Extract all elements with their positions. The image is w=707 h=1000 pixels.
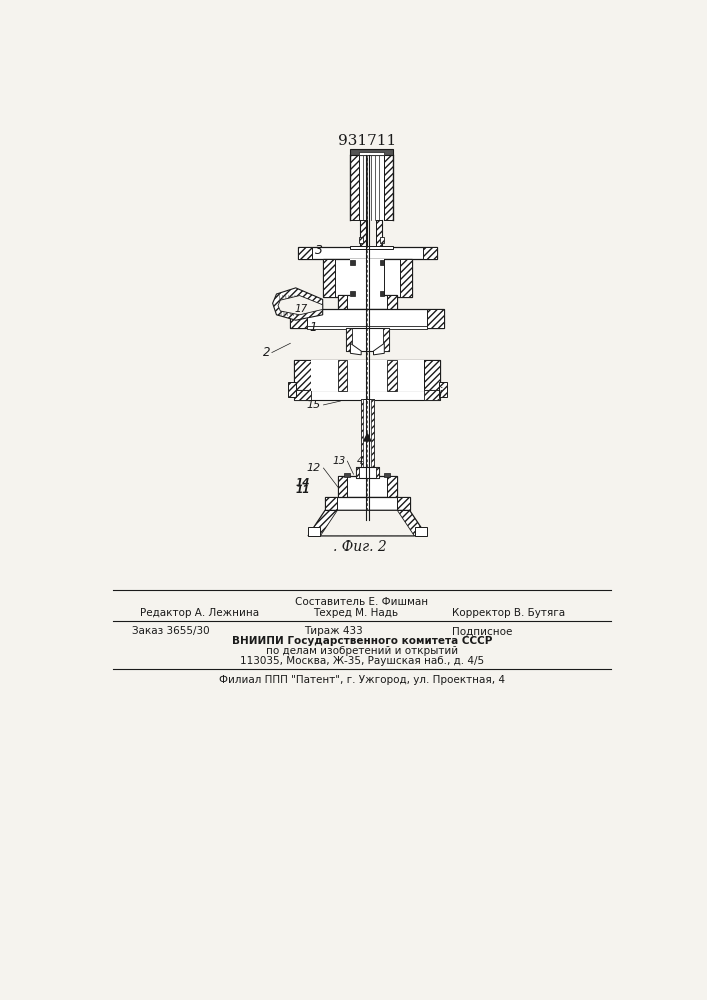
Bar bbox=[397, 497, 409, 510]
Bar bbox=[346, 328, 389, 351]
Wedge shape bbox=[350, 128, 393, 149]
Bar bbox=[294, 360, 440, 391]
Bar bbox=[371, 399, 373, 513]
Bar bbox=[308, 326, 428, 329]
Bar bbox=[322, 259, 412, 297]
Bar bbox=[387, 360, 397, 391]
Bar bbox=[350, 149, 393, 155]
Bar bbox=[359, 155, 383, 220]
Bar bbox=[361, 399, 363, 513]
Bar bbox=[383, 155, 393, 220]
Bar bbox=[350, 246, 393, 249]
Polygon shape bbox=[278, 296, 322, 315]
Bar bbox=[351, 291, 355, 296]
Bar bbox=[288, 382, 296, 397]
Bar bbox=[359, 152, 383, 155]
Bar bbox=[294, 389, 311, 400]
Bar bbox=[380, 291, 385, 296]
Bar bbox=[423, 360, 440, 391]
Bar bbox=[376, 467, 379, 478]
Bar bbox=[399, 259, 412, 297]
Text: Составитель Е. Фишман: Составитель Е. Фишман bbox=[296, 597, 428, 607]
Bar bbox=[344, 473, 351, 477]
Text: Редактор А. Лежнина: Редактор А. Лежнина bbox=[140, 608, 259, 618]
Bar bbox=[338, 476, 397, 497]
Bar bbox=[308, 527, 320, 536]
Bar bbox=[380, 260, 385, 265]
Text: 1: 1 bbox=[309, 321, 317, 334]
Text: j: j bbox=[438, 387, 442, 400]
Bar bbox=[415, 527, 426, 536]
Bar bbox=[311, 360, 423, 391]
Text: 13: 13 bbox=[332, 456, 346, 466]
Bar bbox=[387, 476, 397, 497]
Text: ВНИИПИ Государственного комитета СССР: ВНИИПИ Государственного комитета СССР bbox=[232, 636, 492, 646]
Text: 2: 2 bbox=[263, 346, 270, 359]
Bar bbox=[351, 259, 385, 297]
Bar bbox=[322, 259, 335, 297]
Bar bbox=[380, 237, 383, 243]
Polygon shape bbox=[373, 343, 385, 355]
Bar bbox=[346, 328, 352, 351]
Bar bbox=[338, 295, 347, 309]
Bar bbox=[291, 309, 444, 328]
Bar bbox=[359, 237, 363, 243]
Bar bbox=[385, 473, 390, 477]
Text: Тираж 433: Тираж 433 bbox=[304, 626, 363, 636]
Text: 931711: 931711 bbox=[338, 134, 397, 148]
Text: Корректор В. Бутяга: Корректор В. Бутяга bbox=[452, 608, 565, 618]
Bar bbox=[376, 220, 382, 247]
Bar bbox=[428, 309, 444, 328]
Bar bbox=[351, 260, 355, 265]
Bar bbox=[350, 155, 359, 220]
Text: Подписное: Подписное bbox=[452, 626, 513, 636]
Bar bbox=[325, 497, 409, 510]
Text: 14: 14 bbox=[295, 478, 310, 488]
Text: . Фиг. 2: . Фиг. 2 bbox=[333, 540, 387, 554]
Bar bbox=[298, 247, 312, 259]
Text: 113035, Москва, Ж-35, Раушская наб., д. 4/5: 113035, Москва, Ж-35, Раушская наб., д. … bbox=[240, 656, 484, 666]
Text: 12: 12 bbox=[307, 463, 321, 473]
Bar bbox=[361, 220, 366, 247]
Bar bbox=[356, 467, 379, 478]
Bar bbox=[356, 467, 359, 478]
Bar bbox=[338, 476, 347, 497]
Polygon shape bbox=[351, 343, 361, 355]
Bar bbox=[361, 399, 373, 513]
Bar bbox=[291, 309, 308, 328]
Text: 3: 3 bbox=[315, 244, 322, 257]
Bar bbox=[294, 360, 311, 391]
Text: 17: 17 bbox=[295, 304, 308, 314]
Polygon shape bbox=[320, 510, 414, 536]
Bar bbox=[338, 360, 347, 391]
Text: 15: 15 bbox=[307, 400, 321, 410]
Text: Заказ 3655/30: Заказ 3655/30 bbox=[132, 626, 210, 636]
Bar bbox=[387, 295, 397, 309]
Bar bbox=[338, 295, 397, 309]
Bar bbox=[439, 382, 447, 397]
Text: по делам изобретений и открытий: по делам изобретений и открытий bbox=[266, 646, 458, 656]
Text: Техред М. Надь: Техред М. Надь bbox=[313, 608, 399, 618]
Bar bbox=[423, 247, 437, 259]
Bar bbox=[325, 497, 337, 510]
Text: 4: 4 bbox=[356, 456, 363, 466]
Bar bbox=[382, 328, 389, 351]
Text: Филиал ППП "Патент", г. Ужгород, ул. Проектная, 4: Филиал ППП "Патент", г. Ужгород, ул. Про… bbox=[219, 675, 505, 685]
Polygon shape bbox=[273, 288, 322, 320]
Polygon shape bbox=[308, 510, 426, 536]
Text: 11: 11 bbox=[295, 485, 310, 495]
Bar bbox=[423, 389, 440, 400]
Bar bbox=[294, 389, 440, 400]
Bar bbox=[298, 247, 437, 259]
